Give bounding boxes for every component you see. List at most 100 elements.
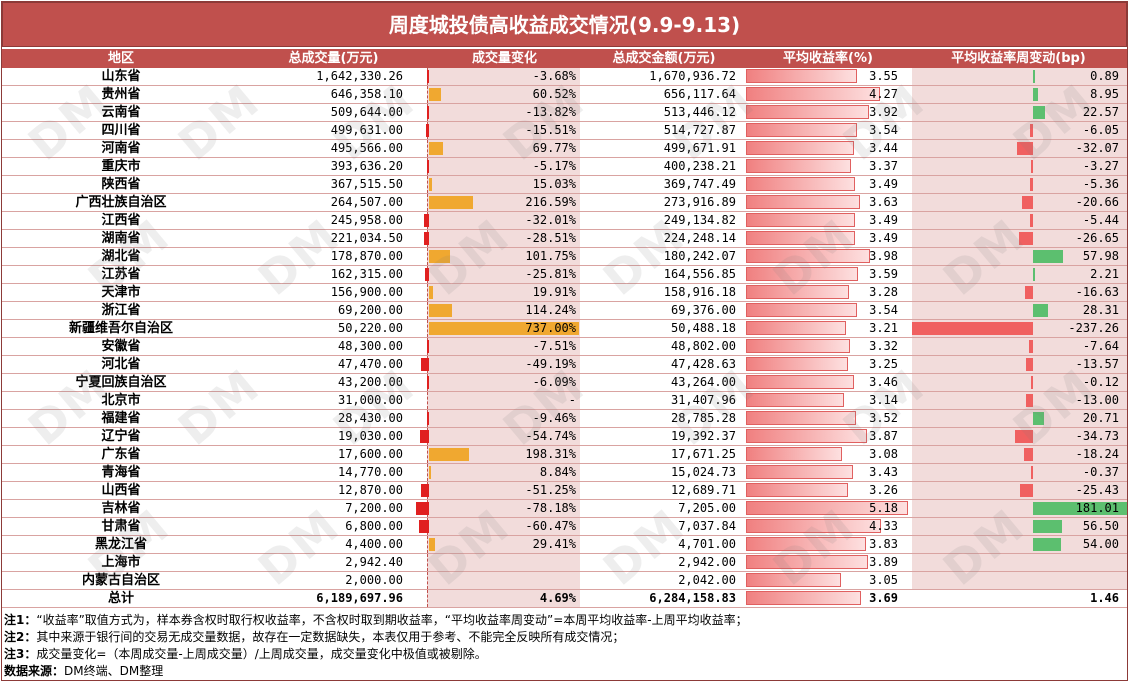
yield-change-cell: 57.98 <box>912 248 1127 265</box>
table-header: 地区 总成交量(万元) 成交量变化 总成交金额(万元) 平均收益率(%) 平均收… <box>2 49 1127 68</box>
amount-cell: 43,264.00 <box>670 375 736 389</box>
region-cell: 河南省 <box>2 140 241 157</box>
yield-cell: 3.25 <box>746 356 906 373</box>
yield-bar <box>746 519 882 533</box>
volume-cell: 6,189,697.96 <box>240 590 405 607</box>
region-cell: 福建省 <box>2 410 241 427</box>
yield-bar <box>746 249 871 263</box>
yield-cell: 3.59 <box>746 266 906 283</box>
yield-bar <box>746 231 856 245</box>
volume-change-cell: 114.24% <box>427 302 580 319</box>
volume-decrease-bar <box>423 214 429 227</box>
volume-change-value: -54.74% <box>525 429 576 443</box>
table-row: 吉林省 7,200.00 -78.18% 7,205.00 5.18 181.01 <box>2 500 1127 518</box>
yield-value: 3.46 <box>869 375 898 389</box>
amount-cell: 15,024.73 <box>670 465 736 479</box>
table-row: 广西壮族自治区 264,507.00 216.59% 273,916.89 3.63 -2… <box>2 194 1127 212</box>
volume-decrease-bar <box>427 340 429 353</box>
volume-increase-bar <box>429 322 579 335</box>
yield-change-cell: -7.64 <box>912 338 1127 355</box>
yield-up-bar <box>1033 88 1038 101</box>
volume-change-cell: -15.51% <box>426 122 580 139</box>
yield-down-bar <box>1031 376 1033 389</box>
yield-down-bar <box>1016 142 1033 155</box>
volume-cell: 178,870.00 <box>240 248 405 265</box>
table-row: 贵州省 646,358.10 60.52% 656,117.64 4.27 8.95 <box>2 86 1127 104</box>
volume-decrease-bar <box>420 430 429 443</box>
volume-change-value: -7.51% <box>532 339 576 353</box>
yield-bar <box>746 429 868 443</box>
region-cell: 江苏省 <box>2 266 241 283</box>
region-cell: 四川省 <box>2 122 241 139</box>
volume-change-cell: 8.84% <box>427 464 580 481</box>
volume-change-value: 114.24% <box>525 303 576 317</box>
yield-cell: 3.49 <box>746 176 906 193</box>
table-row: 青海省 14,770.00 8.84% 15,024.73 3.43 -0.37 <box>2 464 1127 482</box>
table-row: 浙江省 69,200.00 114.24% 69,376.00 3.54 28.31 <box>2 302 1127 320</box>
volume-decrease-bar <box>426 124 429 137</box>
volume-decrease-bar <box>426 106 429 119</box>
yield-change-value: -16.63 <box>1075 285 1119 299</box>
note-3: 注3：成交量变化=（本周成交量-上周成交量）/上周成交量，成交量变化中极值或被剔… <box>4 647 487 661</box>
volume-change-cell: -78.18% <box>416 500 580 517</box>
volume-change-value: -5.17% <box>532 159 576 173</box>
yield-down-bar <box>1030 178 1033 191</box>
table-row: 四川省 499,631.00 -15.51% 514,727.87 3.54 -6.05 <box>2 122 1127 140</box>
yield-change-value: 0.89 <box>1090 69 1119 83</box>
volume-change-cell: -25.81% <box>424 266 580 283</box>
volume-change-value: -15.51% <box>525 123 576 137</box>
yield-value: 3.59 <box>869 267 898 281</box>
yield-down-bar <box>1023 448 1033 461</box>
yield-change-cell: -0.12 <box>912 374 1127 391</box>
region-cell: 重庆市 <box>2 158 241 175</box>
amount-cell: 50,488.18 <box>670 321 736 335</box>
yield-change-value: 8.95 <box>1090 87 1119 101</box>
volume-change-value: 29.41% <box>532 537 576 551</box>
volume-change-value: -9.46% <box>532 411 576 425</box>
yield-bar <box>746 501 908 515</box>
yield-change-value: -32.07 <box>1075 141 1119 155</box>
yield-change-cell: 0.89 <box>912 68 1127 85</box>
header-region: 地区 <box>107 51 134 66</box>
table-row: 湖南省 221,034.50 -28.51% 224,248.14 3.49 -26.65 <box>2 230 1127 248</box>
volume-cell: 43,200.00 <box>240 374 405 391</box>
yield-cell: 3.49 <box>746 212 906 229</box>
yield-value: 3.37 <box>869 159 898 173</box>
yield-up-bar <box>1033 70 1035 83</box>
volume-decrease-bar <box>416 502 429 515</box>
volume-change-value: -60.47% <box>525 519 576 533</box>
volume-change-cell: -32.01% <box>423 212 580 229</box>
volume-change-cell: 69.77% <box>427 140 580 157</box>
volume-change-value: -25.81% <box>525 267 576 281</box>
yield-change-cell: -237.26 <box>912 320 1127 337</box>
yield-up-bar <box>1033 250 1064 263</box>
volume-increase-bar <box>429 304 453 317</box>
volume-change-value: 101.75% <box>525 249 576 263</box>
volume-change-cell: -9.46% <box>427 410 580 427</box>
yield-value: 3.49 <box>869 177 898 191</box>
yield-change-value: -0.12 <box>1082 375 1119 389</box>
yield-change-cell: -16.63 <box>912 284 1127 301</box>
volume-change-cell: -60.47% <box>419 518 580 535</box>
yield-value: 3.08 <box>869 447 898 461</box>
region-cell: 陕西省 <box>2 176 241 193</box>
yield-change-cell: -26.65 <box>912 230 1127 247</box>
yield-bar <box>746 591 862 605</box>
yield-change-value: 28.31 <box>1082 303 1119 317</box>
yield-cell: 3.37 <box>746 158 906 175</box>
yield-cell: 3.21 <box>746 320 906 337</box>
volume-increase-bar <box>429 196 474 209</box>
yield-change-value: 2.21 <box>1090 267 1119 281</box>
yield-value: 3.54 <box>869 123 898 137</box>
region-cell: 甘肃省 <box>2 518 241 535</box>
table-row: 山东省 1,642,330.26 -3.68% 1,670,936.72 3.55 0.8… <box>2 68 1127 86</box>
yield-value: 3.92 <box>869 105 898 119</box>
volume-decrease-bar <box>427 160 429 173</box>
volume-cell: 2,942.40 <box>240 554 405 571</box>
yield-change-cell: -32.07 <box>912 140 1127 157</box>
yield-value: 3.44 <box>869 141 898 155</box>
table-row: 江苏省 162,315.00 -25.81% 164,556.85 3.59 2.21 <box>2 266 1127 284</box>
yield-bar <box>746 213 856 227</box>
volume-increase-bar <box>429 178 433 191</box>
volume-change-cell: -13.82% <box>426 104 580 121</box>
